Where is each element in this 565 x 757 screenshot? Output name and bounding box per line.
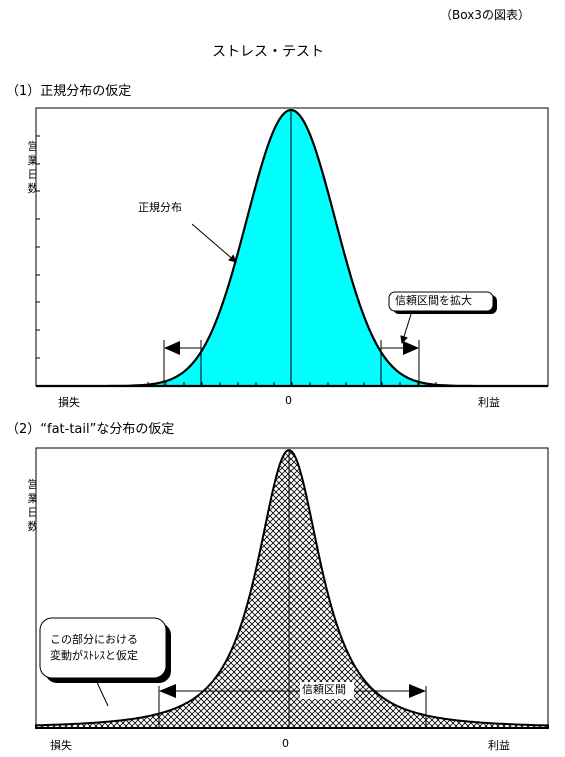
section1-expand-arrowhead-right (403, 341, 419, 355)
section1-y-ticks (36, 135, 40, 359)
section1-xlabel-profit: 利益 (478, 396, 500, 409)
section2-callout-line2: 変動がｽﾄﾚｽと仮定 (50, 649, 138, 662)
section2-xlabel-zero: 0 (282, 737, 289, 750)
section2-callout-line1: この部分における (50, 633, 138, 646)
section1-xlabel-loss: 損失 (58, 396, 80, 409)
section1-curve-label-leader (191, 223, 237, 263)
page-title: ストレス・テスト (212, 44, 324, 60)
ylabel-char: 営 (27, 140, 39, 153)
section2-callout-text: この部分における 変動がｽﾄﾚｽと仮定 (50, 632, 138, 664)
ylabel-char: 数 (27, 520, 39, 533)
section2-fattail-curve (35, 449, 549, 729)
section2-ylabel: 営 業 日 数 (26, 478, 40, 534)
section2-callout-pointer (94, 677, 109, 707)
section2-xlabel-profit: 利益 (488, 739, 510, 752)
section1-ylabel: 営 業 日 数 (26, 140, 40, 196)
section1-curve-label: 正規分布 (138, 201, 182, 214)
section1-xlabel-zero: 0 (285, 394, 292, 407)
section1-title: （1）正規分布の仮定 (6, 84, 132, 99)
ylabel-char: 日 (27, 506, 39, 519)
section2-interval-arrowhead-left (159, 684, 176, 698)
section2-callout-box (39, 617, 167, 679)
ylabel-char: 数 (27, 182, 39, 195)
figure-reference-note: （Box3の図表） (440, 8, 530, 22)
ylabel-char: 日 (27, 168, 39, 181)
section1-expand-arrowhead-left (164, 341, 180, 355)
section2-interval-label: 信頼区間 (302, 683, 346, 696)
section1-callout-text: 信頼区間を拡大 (395, 294, 472, 307)
section2-xlabel-loss: 損失 (50, 739, 72, 752)
section1-callout-box (388, 291, 494, 312)
ylabel-char: 業 (27, 154, 39, 167)
section1-x-ticks (147, 382, 437, 386)
ylabel-char: 営 (27, 478, 39, 491)
section2-interval-arrowhead-right (409, 684, 426, 698)
section2-title: （2）“fat-tail”な分布の仮定 (6, 422, 175, 437)
section1-callout-pointer (400, 310, 413, 344)
section2-interval-label-bg (300, 682, 354, 699)
section1-normal-curve (36, 109, 548, 388)
ylabel-char: 業 (27, 492, 39, 505)
